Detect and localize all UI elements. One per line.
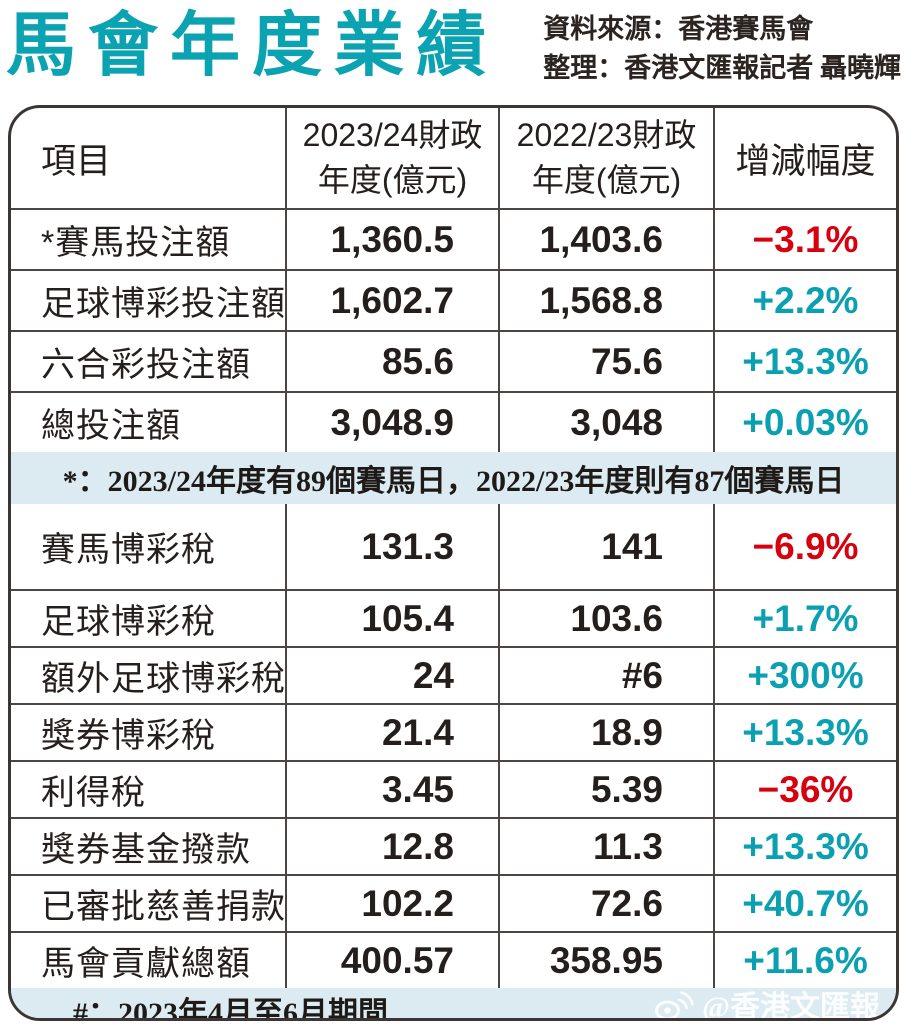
column-header-fy2023-line2: 年度(億元) xyxy=(531,162,682,198)
fy2023-value: 18.9 xyxy=(498,705,713,760)
fy2024-value: 102.2 xyxy=(285,876,498,931)
table-row-horse-racing-betting-duty: 賽馬博彩稅 131.3 141 −6.9% xyxy=(11,504,896,589)
row-label: 足球博彩投注額 xyxy=(41,285,286,323)
fy2023-value: 103.6 xyxy=(498,591,713,646)
fy2023-value: 1,403.6 xyxy=(498,210,713,269)
change-value: −6.9% xyxy=(713,504,896,589)
table-row-mark-six-turnover: 六合彩投注額 85.6 75.6 +13.3% xyxy=(11,330,896,391)
table-row-profits-tax: 利得稅 3.45 5.39 −36% xyxy=(11,760,896,817)
fy2024-value: 85.6 xyxy=(285,332,498,391)
fy2024-value: 3,048.9 xyxy=(285,393,498,452)
watermark: @香港文匯報 xyxy=(654,982,880,1021)
table-row-approved-charity-donations: 已審批慈善捐款 102.2 72.6 +40.7% xyxy=(11,874,896,931)
row-label: 足球博彩稅 xyxy=(41,603,216,641)
source-credit: 資料來源：香港賽馬會 整理：香港文匯報記者 聶曉輝 xyxy=(543,0,901,88)
change-value: +1.7% xyxy=(713,591,896,646)
source-line: 資料來源：香港賽馬會 xyxy=(543,14,814,44)
fy2023-value: 75.6 xyxy=(498,332,713,391)
change-value: +300% xyxy=(713,648,896,703)
fy2024-value: 21.4 xyxy=(285,705,498,760)
row-label: 馬會貢獻總額 xyxy=(41,945,251,983)
row-label: *賽馬投注額 xyxy=(41,224,231,262)
fy2023-value: 1,568.8 xyxy=(498,271,713,330)
table-row-total-turnover: 總投注額 3,048.9 3,048 +0.03% xyxy=(11,391,896,452)
change-value: +0.03% xyxy=(713,393,896,452)
fy2024-value: 12.8 xyxy=(285,819,498,874)
column-header-fy2024: 2023/24財政 年度(億元) xyxy=(285,108,498,208)
page-title: 馬會年度業績 xyxy=(6,6,498,84)
table-row-horse-racing-turnover: *賽馬投注額 1,360.5 1,403.6 −3.1% xyxy=(11,208,896,269)
weibo-icon xyxy=(654,987,694,1018)
table-row-lottery-duty: 獎券博彩稅 21.4 18.9 +13.3% xyxy=(11,703,896,760)
change-value: −36% xyxy=(713,762,896,817)
table-row-football-betting-duty: 足球博彩稅 105.4 103.6 +1.7% xyxy=(11,589,896,646)
masthead: 馬會年度業績 資料來源：香港賽馬會 整理：香港文匯報記者 聶曉輝 xyxy=(6,0,901,100)
column-header-fy2023: 2022/23財政 年度(億元) xyxy=(498,108,713,208)
fy2023-value: 11.3 xyxy=(498,819,713,874)
fy2023-value: 358.95 xyxy=(498,933,713,988)
table-header-row: 項目 2023/24財政 年度(億元) 2022/23財政 年度(億元) 增減幅… xyxy=(11,108,896,208)
change-value: +11.6% xyxy=(713,933,896,988)
column-header-change: 增減幅度 xyxy=(713,108,896,208)
row-label: 賽馬博彩稅 xyxy=(41,531,216,569)
fy2024-value: 131.3 xyxy=(285,504,498,589)
column-header-item: 項目 xyxy=(41,141,112,181)
note-period-text: #：2023年4月至6月期間 xyxy=(73,997,388,1021)
change-value: +2.2% xyxy=(713,271,896,330)
fy2024-value: 105.4 xyxy=(285,591,498,646)
column-header-fy2023-line1: 2022/23財政 xyxy=(516,117,697,154)
note-period-band: #：2023年4月至6月期間 @香港文匯報 xyxy=(11,988,896,1021)
table-row-football-turnover: 足球博彩投注額 1,602.7 1,568.8 +2.2% xyxy=(11,269,896,330)
fy2024-value: 3.45 xyxy=(285,762,498,817)
column-header-fy2024-line1: 2023/24財政 xyxy=(302,117,483,154)
fy2023-value: #6 xyxy=(498,648,713,703)
change-value: +40.7% xyxy=(713,876,896,931)
watermark-handle: @香港文匯報 xyxy=(702,991,880,1021)
change-value: +13.3% xyxy=(713,332,896,391)
row-label: 已審批慈善捐款 xyxy=(41,888,286,926)
fy2024-value: 400.57 xyxy=(285,933,498,988)
row-label: 總投注額 xyxy=(41,407,181,445)
fy2023-value: 5.39 xyxy=(498,762,713,817)
change-value: −3.1% xyxy=(713,210,896,269)
column-header-fy2024-line2: 年度(億元) xyxy=(317,162,468,198)
fy2023-value: 3,048 xyxy=(498,393,713,452)
change-value: +13.3% xyxy=(713,705,896,760)
change-value: +13.3% xyxy=(713,819,896,874)
row-label: 獎券博彩稅 xyxy=(41,717,216,755)
fy2023-value: 141 xyxy=(498,504,713,589)
table-row-lotteries-fund: 獎券基金撥款 12.8 11.3 +13.3% xyxy=(11,817,896,874)
table-row-extra-football-betting-duty: 額外足球博彩稅 24 #6 +300% xyxy=(11,646,896,703)
editor-line: 整理：香港文匯報記者 聶曉輝 xyxy=(543,53,901,84)
note-racedays-band: *：2023/24年度有89個賽馬日，2022/23年度則有87個賽馬日 xyxy=(11,452,896,504)
row-label: 額外足球博彩稅 xyxy=(41,660,286,698)
fy2024-value: 1,602.7 xyxy=(285,271,498,330)
row-label: 六合彩投注額 xyxy=(41,346,251,384)
fy2023-value: 72.6 xyxy=(498,876,713,931)
row-label: 獎券基金撥款 xyxy=(41,831,251,869)
results-table: 項目 2023/24財政 年度(億元) 2022/23財政 年度(億元) 增減幅… xyxy=(8,105,899,1021)
row-label: 利得稅 xyxy=(41,774,146,812)
table-row-total-contribution: 馬會貢獻總額 400.57 358.95 +11.6% xyxy=(11,931,896,988)
fy2024-value: 1,360.5 xyxy=(285,210,498,269)
fy2024-value: 24 xyxy=(285,648,498,703)
